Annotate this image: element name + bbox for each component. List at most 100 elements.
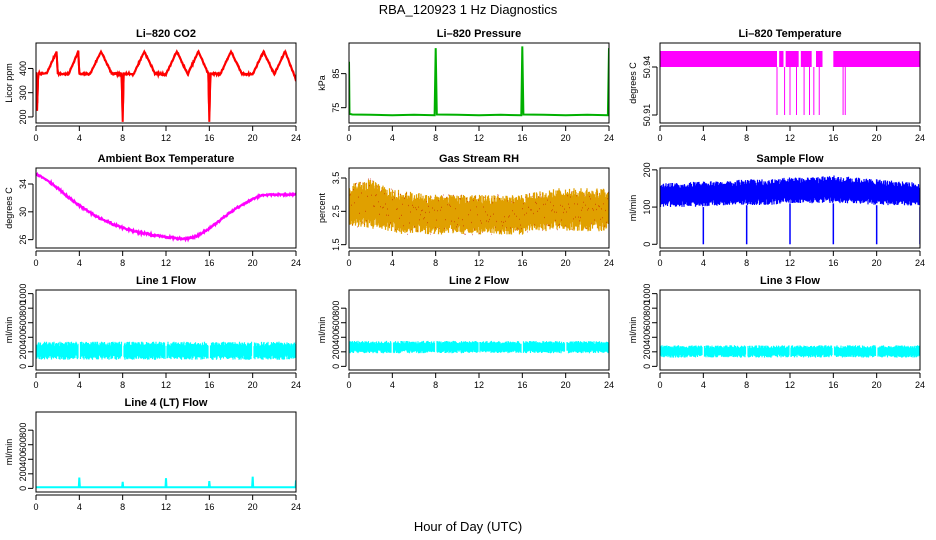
panel-title-co2: Li–820 CO2 [136, 28, 196, 40]
ytick-label: 200 [331, 344, 341, 359]
ylabel-rh: percent [317, 192, 327, 223]
xtick-label: 24 [915, 258, 925, 268]
ylabel-line1: ml/min [4, 317, 14, 344]
plot-frame-sample_flow [659, 167, 921, 249]
xtick-label: 12 [161, 133, 171, 143]
xtick-label: 24 [291, 380, 301, 390]
plot-frame-line1 [35, 289, 297, 371]
xtick-label: 8 [744, 133, 749, 143]
ytick-label: 2.5 [331, 205, 341, 218]
xtick-label: 8 [120, 258, 125, 268]
ytick-label: 26 [18, 235, 28, 245]
ylabel-licor_temp: degrees C [628, 62, 638, 104]
xtick-label: 0 [33, 133, 38, 143]
series-co2 [36, 48, 296, 122]
panel-licor_temp: Li–820 Temperature 0 4 8 12 16 20 24 50.91 50.94 d… [628, 28, 925, 143]
ytick-label: 400 [18, 330, 28, 345]
xtick-label: 16 [517, 380, 527, 390]
ytick-label: 1000 [642, 284, 652, 304]
ytick-label: 100 [642, 200, 652, 215]
xtick-label: 16 [204, 380, 214, 390]
panel-title-ambient_temp: Ambient Box Temperature [98, 153, 235, 165]
ylabel-line2: ml/min [317, 317, 327, 344]
series-noise-co2 [36, 49, 296, 113]
xtick-label: 12 [785, 258, 795, 268]
ylabel-line3: ml/min [628, 317, 638, 344]
panel-title-rh: Gas Stream RH [439, 153, 519, 165]
series-pressure [349, 46, 609, 117]
xtick-label: 12 [474, 380, 484, 390]
xtick-label: 8 [433, 258, 438, 268]
xtick-label: 20 [561, 380, 571, 390]
band-seg-4 [816, 51, 823, 67]
xtick-label: 24 [604, 133, 614, 143]
xtick-label: 0 [657, 380, 662, 390]
xtick-label: 16 [828, 133, 838, 143]
panel-sample_flow: Sample Flow 0 4 8 12 16 20 24 0 100 200 ml/min [628, 153, 925, 268]
panel-co2: Li–820 CO2 0 4 8 12 16 20 24 200 300 400 Licor ppm [4, 28, 301, 143]
ytick-label: 0 [642, 242, 652, 247]
series-rh [349, 178, 609, 236]
xtick-label: 16 [517, 258, 527, 268]
panel-title-line4: Line 4 (LT) Flow [125, 397, 208, 409]
band-seg-3 [800, 51, 812, 67]
series-noise-ambient_temp [36, 171, 296, 243]
band-seg-5 [833, 51, 920, 67]
xtick-label: 12 [785, 380, 795, 390]
xtick-label: 12 [474, 258, 484, 268]
series-ambient_temp [36, 171, 296, 243]
xtick-label: 16 [204, 502, 214, 512]
xtick-label: 16 [517, 133, 527, 143]
ylabel-sample_flow: ml/min [628, 195, 638, 222]
panel-title-licor_temp: Li–820 Temperature [738, 28, 841, 40]
series-sample_flow [660, 175, 920, 245]
ytick-label: 600 [18, 437, 28, 452]
ytick-label: 50.94 [642, 56, 652, 79]
ytick-label: 30 [18, 207, 28, 217]
ytick-label: 600 [331, 315, 341, 330]
ytick-label: 600 [642, 315, 652, 330]
xtick-label: 16 [204, 133, 214, 143]
ylabel-co2: Licor ppm [4, 63, 14, 103]
ytick-label: 800 [331, 301, 341, 316]
xtick-label: 4 [77, 258, 82, 268]
ytick-label: 600 [18, 315, 28, 330]
xtick-label: 0 [346, 133, 351, 143]
series-line-pressure [349, 46, 609, 117]
xtick-label: 0 [657, 258, 662, 268]
xtick-label: 12 [474, 133, 484, 143]
plot-frame-rh [348, 167, 610, 249]
ytick-label: 400 [18, 452, 28, 467]
xtick-label: 12 [161, 502, 171, 512]
xtick-label: 8 [744, 380, 749, 390]
xtick-label: 4 [77, 133, 82, 143]
xtick-label: 20 [248, 258, 258, 268]
series-band-line3 [660, 345, 920, 358]
xtick-label: 24 [915, 133, 925, 143]
ytick-label: 200 [642, 162, 652, 177]
ytick-label: 300 [18, 85, 28, 100]
xtick-label: 20 [561, 133, 571, 143]
xtick-label: 20 [248, 380, 258, 390]
xtick-label: 20 [561, 258, 571, 268]
xtick-label: 4 [701, 380, 706, 390]
xtick-label: 0 [33, 502, 38, 512]
figure-title: RBA_120923 1 Hz Diagnostics [379, 2, 558, 17]
xtick-label: 16 [828, 258, 838, 268]
xtick-label: 24 [291, 258, 301, 268]
xtick-label: 0 [346, 258, 351, 268]
series-band-line1 [36, 341, 296, 360]
figure-xlabel: Hour of Day (UTC) [414, 519, 522, 534]
plot-frame-line3 [659, 289, 921, 371]
ytick-label: 3.5 [331, 172, 341, 185]
ytick-label: 400 [331, 330, 341, 345]
panel-title-line2: Line 2 Flow [449, 275, 509, 287]
series-line2 [349, 340, 609, 354]
panel-title-line1: Line 1 Flow [136, 275, 196, 287]
plot-frame-licor_temp [659, 42, 921, 124]
ylabel-ambient_temp: degrees C [4, 187, 14, 229]
xtick-label: 8 [120, 133, 125, 143]
xtick-label: 8 [120, 380, 125, 390]
